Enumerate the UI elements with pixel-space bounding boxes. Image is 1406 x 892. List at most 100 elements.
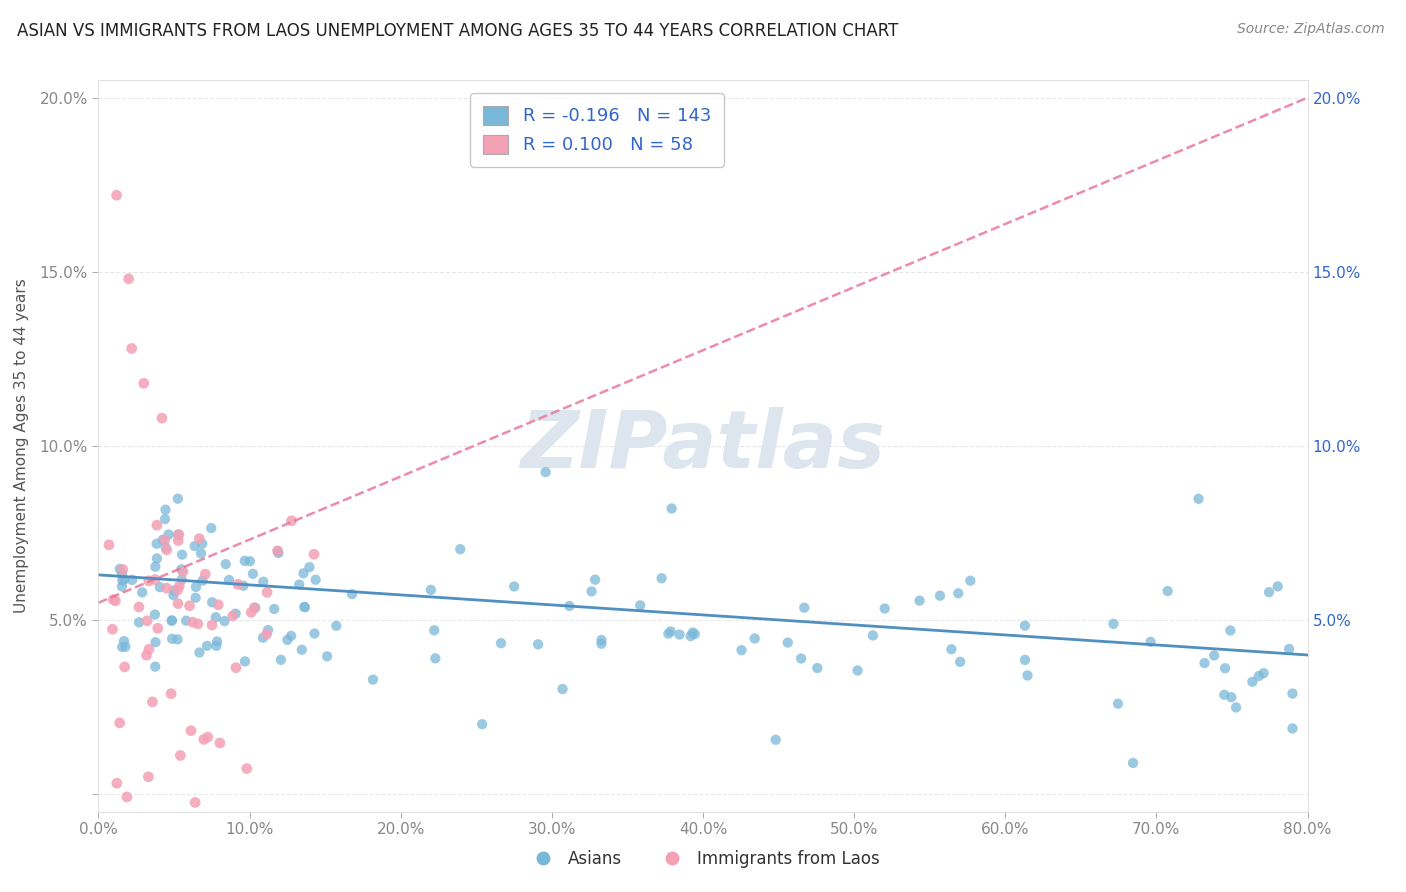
Point (242, 566, 264, 581)
Point (184, 591, 207, 605)
Point (361, 673, 384, 687)
Point (1281, 687, 1303, 701)
Point (188, 646, 211, 660)
Point (941, 642, 963, 657)
Point (1278, 642, 1301, 657)
Point (239, 554, 262, 568)
Point (191, 574, 214, 588)
Point (166, 491, 188, 506)
Point (423, 624, 446, 638)
Point (111, 640, 134, 654)
Point (1267, 579, 1289, 593)
Point (226, 577, 249, 591)
Point (240, 606, 263, 620)
Point (304, 626, 326, 640)
Point (591, 633, 613, 648)
Point (668, 627, 690, 641)
Point (218, 573, 240, 587)
Point (172, 548, 194, 562)
Point (160, 632, 183, 646)
Point (143, 573, 166, 587)
Point (141, 695, 163, 709)
Point (1281, 722, 1303, 736)
Point (156, 581, 179, 595)
Point (201, 595, 224, 609)
Point (121, 342, 143, 356)
Point (233, 654, 256, 668)
Point (1247, 669, 1270, 683)
Point (294, 600, 316, 615)
Point (128, 615, 150, 630)
Point (105, 776, 128, 790)
Point (169, 748, 191, 763)
Point (111, 562, 134, 576)
Point (793, 600, 815, 615)
Point (1258, 585, 1281, 599)
Point (256, 627, 278, 641)
Point (267, 544, 290, 558)
Point (744, 632, 766, 646)
Point (266, 543, 288, 558)
Point (136, 614, 159, 628)
Point (419, 582, 441, 597)
Point (167, 533, 190, 548)
Point (1014, 653, 1036, 667)
Point (252, 631, 274, 645)
Point (143, 559, 166, 574)
Point (155, 502, 177, 516)
Point (280, 629, 302, 643)
Point (166, 582, 188, 597)
Point (145, 635, 167, 649)
Point (288, 577, 311, 591)
Point (191, 537, 214, 551)
Point (131, 585, 153, 599)
Point (143, 607, 166, 622)
Point (873, 601, 896, 615)
Point (197, 730, 219, 744)
Point (325, 619, 347, 633)
Point (257, 623, 280, 637)
Point (101, 622, 124, 636)
Point (657, 626, 679, 640)
Point (205, 639, 228, 653)
Point (201, 618, 224, 632)
Point (1102, 616, 1125, 631)
Text: ZIPatlas: ZIPatlas (520, 407, 886, 485)
Point (929, 589, 952, 603)
Point (1194, 656, 1216, 670)
Text: ASIAN VS IMMIGRANTS FROM LAOS UNEMPLOYMENT AMONG AGES 35 TO 44 YEARS CORRELATION: ASIAN VS IMMIGRANTS FROM LAOS UNEMPLOYME… (17, 22, 898, 40)
Point (183, 539, 205, 553)
Point (581, 584, 603, 599)
Point (776, 635, 799, 649)
Point (187, 616, 209, 631)
Text: Source: ZipAtlas.com: Source: ZipAtlas.com (1237, 22, 1385, 37)
Point (153, 512, 176, 526)
Point (908, 593, 931, 607)
Point (291, 642, 314, 657)
Point (156, 542, 179, 557)
Point (551, 681, 574, 696)
Point (152, 533, 174, 547)
Point (236, 762, 259, 776)
Point (628, 599, 651, 613)
Point (143, 659, 166, 673)
Point (179, 599, 201, 613)
Point (1107, 697, 1129, 711)
Point (155, 541, 177, 555)
Point (184, 796, 207, 810)
Point (103, 592, 125, 607)
Point (138, 642, 160, 657)
Point (280, 514, 302, 528)
Point (243, 600, 266, 615)
Point (276, 632, 298, 647)
Point (225, 660, 247, 674)
Point (115, 789, 138, 804)
Point (846, 664, 869, 678)
Point (114, 640, 136, 654)
Point (108, 562, 131, 576)
Point (316, 649, 339, 664)
Point (112, 634, 135, 648)
Point (959, 574, 981, 588)
Point (105, 188, 128, 202)
Point (170, 573, 193, 587)
